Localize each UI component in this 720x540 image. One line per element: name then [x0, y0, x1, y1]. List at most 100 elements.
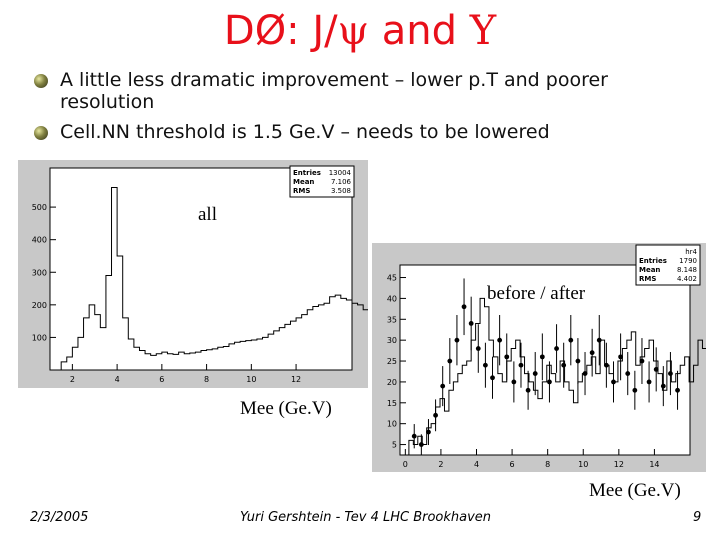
data-point [518, 362, 524, 368]
data-point [561, 362, 567, 368]
data-point [497, 337, 503, 343]
data-point [461, 304, 467, 310]
label-before-after: before / after [487, 283, 586, 304]
bullet-icon [34, 126, 48, 140]
data-point [440, 383, 446, 389]
x-tick-label: 4 [474, 460, 479, 469]
stats-value: 3.508 [331, 187, 351, 195]
bullet-icon [34, 74, 48, 88]
x-tick-label: 14 [649, 460, 659, 469]
data-point [568, 337, 574, 343]
y-tick-label: 500 [32, 203, 47, 212]
data-point [418, 442, 424, 447]
bullet-text-1: A little less dramatic improvement – low… [60, 69, 608, 113]
y-tick-label: 45 [387, 274, 397, 283]
slide-title: DØ: J/ψ and Υ [0, 8, 720, 54]
data-point [547, 379, 552, 385]
y-tick-label: 30 [387, 336, 397, 345]
x-tick-label: 2 [70, 375, 75, 384]
x-tick-label: 12 [291, 375, 301, 384]
stats-key: Entries [639, 257, 667, 265]
data-point [660, 383, 666, 389]
y-tick-label: 15 [387, 399, 397, 408]
data-point [511, 379, 517, 385]
data-point [426, 429, 431, 435]
histogram-all: 2 4 6 8 10 12 100 200 300 400 500 Entries 13004 Mean 7… [18, 160, 368, 388]
stats-value: 1790 [679, 257, 697, 265]
stats-name: hr4 [685, 248, 697, 256]
data-point [525, 387, 531, 393]
stats-key: Mean [639, 266, 660, 274]
data-point [611, 379, 616, 385]
y-tick-label: 300 [32, 268, 47, 277]
stats-key: RMS [639, 275, 656, 283]
data-point [625, 371, 631, 376]
data-point [618, 354, 624, 360]
x-tick-label: 6 [159, 375, 164, 384]
footer-author: Yuri Gershtein - Tev 4 LHC Brookhaven [240, 510, 492, 525]
stats-key: Entries [293, 169, 321, 177]
histogram-before-after: 0 2 4 6 8 10 12 14 5 10 15 20 25 30 35 40 45 hr4 Entries 17… [372, 243, 706, 472]
data-point [447, 358, 453, 364]
x-tick-label: 4 [115, 375, 120, 384]
y-tick-label: 40 [387, 294, 397, 303]
data-point [589, 350, 595, 356]
data-point [475, 346, 481, 351]
y-tick-label: 100 [32, 333, 47, 342]
title-text: DØ: J/ [223, 8, 338, 54]
data-point [490, 375, 495, 381]
stats-box [289, 165, 355, 198]
data-point [411, 433, 417, 439]
stats-key: RMS [293, 187, 310, 195]
stats-box [635, 244, 701, 286]
stats-value: 13004 [329, 169, 352, 177]
x-tick-label: 10 [246, 375, 256, 384]
x-tick-label: 6 [510, 460, 515, 469]
data-point [675, 387, 680, 393]
y-tick-label: 10 [387, 420, 397, 429]
x-tick-label: 10 [578, 460, 588, 469]
stats-value: 4.402 [677, 275, 697, 283]
y-tick-label: 200 [32, 301, 47, 310]
plot-svg: 0 2 4 6 8 10 12 14 5 10 15 20 25 30 35 40 45 hr4 Entries 17… [372, 243, 706, 472]
y-tick-label: 25 [387, 357, 397, 366]
label-mee-2: Mee (Ge.V) [589, 480, 681, 501]
stats-value: 7.106 [331, 178, 352, 186]
data-point [482, 362, 488, 368]
y-tick-label: 20 [387, 378, 397, 387]
data-point [596, 337, 602, 343]
data-point [582, 371, 588, 376]
title-upsilon: Υ [469, 8, 497, 54]
y-tick-label: 35 [387, 315, 397, 324]
y-tick-label: 400 [32, 236, 47, 245]
histogram-line [60, 187, 368, 370]
y-tick-label: 5 [392, 441, 397, 450]
histogram-line [408, 297, 706, 455]
stats-value: 8.148 [677, 266, 697, 274]
data-point [653, 366, 659, 372]
data-point [468, 321, 474, 326]
data-point [646, 379, 652, 385]
plot-frame [49, 167, 353, 371]
data-point [532, 371, 538, 376]
x-tick-label: 12 [614, 460, 624, 469]
plot-svg: 2 4 6 8 10 12 100 200 300 400 500 Entries 13004 Mean 7… [18, 160, 368, 388]
x-tick-label: 2 [438, 460, 443, 469]
data-point [454, 337, 460, 343]
x-tick-label: 8 [204, 375, 209, 384]
footer-date: 2/3/2005 [30, 510, 89, 525]
label-mee-1: Mee (Ge.V) [240, 398, 332, 419]
bullet-text-2: Cell.NN threshold is 1.5 Ge.V – needs to… [60, 121, 550, 143]
data-point [668, 371, 673, 376]
data-point [639, 358, 645, 364]
x-tick-label: 0 [403, 460, 408, 469]
data-point [504, 354, 510, 360]
footer-page-number: 9 [693, 510, 702, 525]
stats-key: Mean [293, 178, 314, 186]
label-all: all [198, 204, 217, 225]
data-point [539, 354, 545, 360]
data-point [433, 412, 438, 418]
title-and: and [369, 8, 470, 54]
data-point [554, 346, 559, 351]
data-point [632, 387, 638, 393]
